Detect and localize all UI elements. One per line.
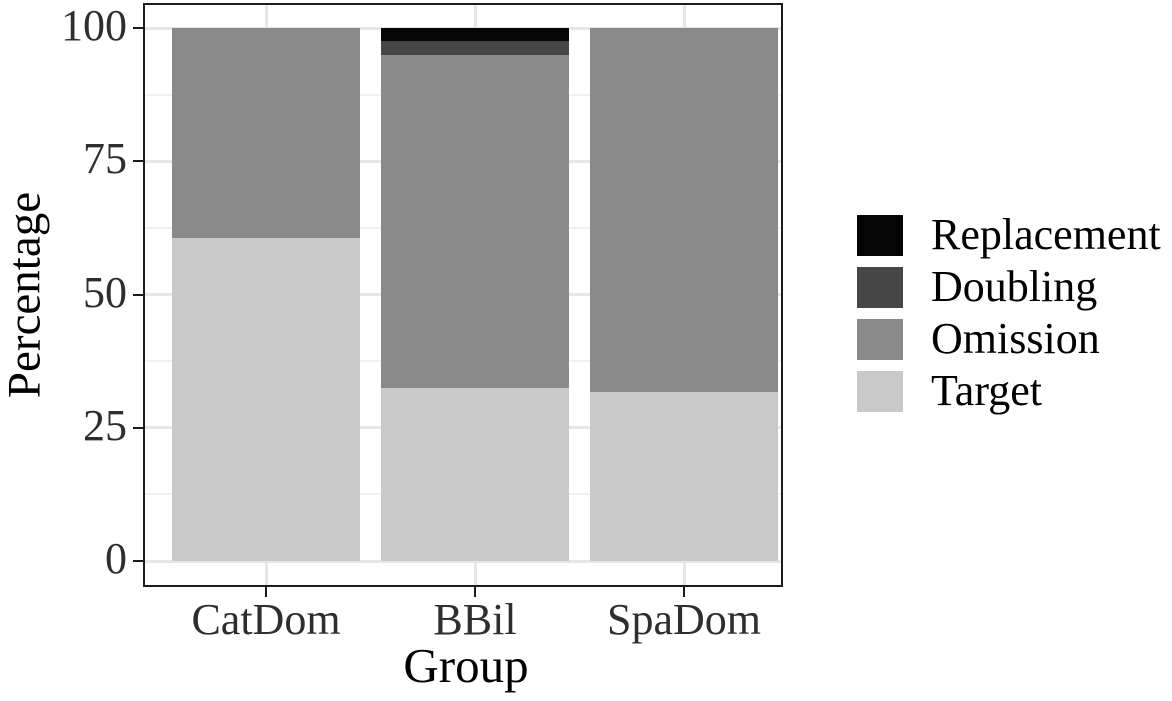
legend-key-swatch bbox=[857, 214, 903, 256]
legend-key-swatch bbox=[857, 370, 903, 412]
x-tick-mark bbox=[683, 587, 685, 597]
bar-segment-bbil-doubling bbox=[381, 41, 569, 55]
legend-key-swatch bbox=[857, 266, 903, 308]
legend-label: Omission bbox=[931, 314, 1100, 363]
x-tick-label-catdom: CatDom bbox=[191, 595, 341, 644]
x-tick-label-bbil: BBil bbox=[433, 595, 517, 644]
y-tick-mark bbox=[133, 27, 143, 29]
legend-label: Doubling bbox=[931, 262, 1098, 311]
x-tick-label-spadom: SpaDom bbox=[607, 595, 761, 644]
legend: Replacement Doubling Omission Target bbox=[857, 213, 1161, 413]
legend-key-swatch bbox=[857, 318, 903, 360]
bar-segment-spadom-target bbox=[590, 392, 778, 561]
bar-segment-bbil-replacement bbox=[381, 28, 569, 42]
bar-segment-catdom-target bbox=[172, 238, 360, 561]
y-tick-label: 50 bbox=[83, 267, 127, 317]
bar-segment-spadom-omission bbox=[590, 28, 778, 393]
x-axis-title: Group bbox=[403, 638, 529, 693]
legend-label: Replacement bbox=[931, 210, 1161, 259]
legend-item-doubling: Doubling bbox=[857, 265, 1161, 309]
x-tick-mark bbox=[265, 587, 267, 597]
legend-item-target: Target bbox=[857, 369, 1161, 413]
x-tick-mark bbox=[474, 587, 476, 597]
y-tick-mark bbox=[133, 426, 143, 429]
bar-segment-catdom-omission bbox=[172, 28, 360, 239]
y-tick-label: 75 bbox=[83, 134, 127, 184]
y-tick-mark bbox=[133, 160, 143, 163]
y-tick-mark bbox=[133, 560, 143, 562]
legend-item-replacement: Replacement bbox=[857, 213, 1161, 257]
y-tick-mark bbox=[133, 293, 143, 296]
y-major-gridline bbox=[143, 559, 783, 563]
y-tick-label: 100 bbox=[61, 1, 127, 51]
legend-item-omission: Omission bbox=[857, 317, 1161, 361]
legend-label: Target bbox=[931, 366, 1042, 415]
y-major-gridline bbox=[143, 26, 783, 30]
bar-segment-bbil-omission bbox=[381, 54, 569, 388]
bar-segment-bbil-target bbox=[381, 387, 569, 561]
y-tick-label: 25 bbox=[83, 400, 127, 450]
y-tick-label: 0 bbox=[105, 534, 127, 584]
plot-panel bbox=[143, 3, 783, 587]
